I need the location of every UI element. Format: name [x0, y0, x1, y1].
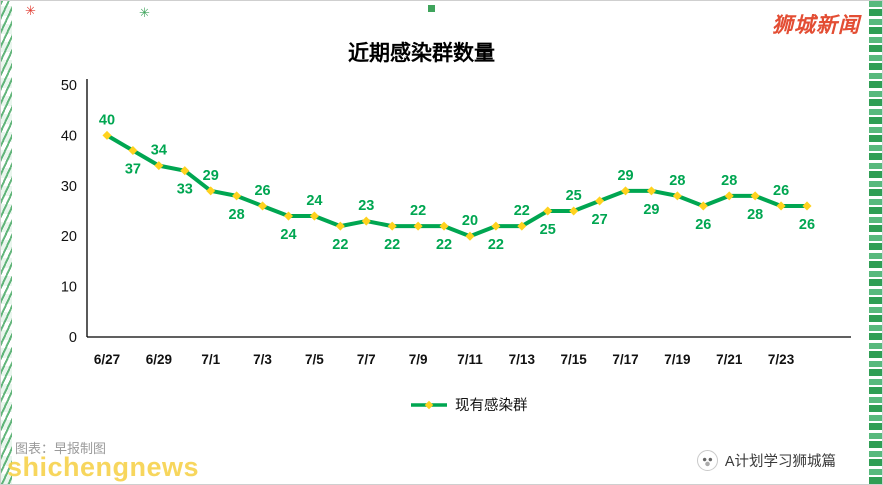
data-point-label: 23	[358, 198, 374, 214]
data-point-marker	[206, 186, 216, 196]
watermark: shichengnews	[7, 452, 200, 482]
x-tick-label: 7/15	[561, 352, 588, 367]
data-point-marker	[232, 191, 242, 201]
y-tick-label: 10	[61, 280, 77, 296]
x-tick-label: 7/7	[357, 352, 376, 367]
data-point-label: 26	[695, 217, 711, 233]
data-point-marker	[491, 221, 501, 231]
data-point-label: 40	[99, 112, 115, 128]
data-point-label: 37	[125, 162, 141, 178]
data-point-label: 22	[410, 203, 426, 219]
x-tick-label: 7/13	[509, 352, 536, 367]
data-point-label: 29	[617, 168, 633, 184]
data-point-label: 26	[773, 183, 789, 199]
chart-credit: 图表：早报制图	[15, 441, 107, 456]
data-point-marker	[413, 221, 423, 231]
chart-title: 近期感染群数量	[348, 42, 495, 65]
data-point-label: 20	[462, 213, 478, 229]
legend-marker-icon	[424, 400, 434, 410]
data-point-marker	[802, 201, 812, 211]
account-name: A计划学习狮城篇	[724, 454, 836, 470]
y-tick-label: 50	[61, 78, 77, 94]
x-tick-label: 7/19	[664, 352, 690, 367]
data-point-label: 26	[254, 183, 270, 199]
data-point-label: 34	[151, 143, 167, 159]
x-tick-label: 7/21	[716, 352, 743, 367]
y-tick-label: 0	[69, 330, 77, 346]
data-point-label: 33	[177, 182, 193, 198]
data-point-label: 24	[306, 193, 322, 209]
data-point-label: 26	[799, 217, 815, 233]
data-point-label: 22	[514, 203, 530, 219]
data-point-label: 24	[280, 227, 296, 243]
data-point-label: 28	[721, 173, 737, 189]
y-tick-label: 20	[61, 229, 77, 245]
data-point-label: 22	[436, 237, 452, 253]
y-tick-label: 30	[61, 179, 77, 195]
account-avatar-icon	[696, 450, 718, 471]
x-tick-label: 7/23	[768, 352, 795, 367]
square-decoration	[428, 5, 435, 12]
data-point-label: 25	[566, 188, 582, 204]
x-tick-label: 6/29	[146, 352, 172, 367]
snowflake-icon: ✳	[25, 3, 36, 18]
x-tick-label: 7/1	[201, 352, 220, 367]
x-tick-label: 7/3	[253, 352, 272, 367]
data-point-marker	[620, 186, 631, 196]
data-point-marker	[361, 216, 371, 226]
data-point-label: 27	[592, 212, 608, 228]
right-border-decoration	[869, 1, 882, 484]
x-tick-label: 7/5	[305, 352, 324, 367]
data-point-label: 25	[540, 222, 556, 238]
data-point-label: 28	[669, 173, 685, 189]
x-tick-label: 7/9	[409, 352, 428, 367]
data-point-label: 28	[229, 207, 245, 223]
data-point-label: 29	[643, 202, 659, 218]
snowflake-icon: ✳	[139, 5, 150, 20]
x-tick-label: 6/27	[94, 352, 120, 367]
data-point-label: 29	[203, 168, 219, 184]
data-point-marker	[646, 186, 656, 196]
account-footer: A计划学习狮城篇	[696, 450, 836, 471]
data-point-label: 22	[384, 237, 400, 253]
legend-label: 现有感染群	[455, 397, 528, 414]
x-tick-label: 7/17	[612, 352, 638, 367]
data-point-marker	[154, 161, 164, 171]
series-line	[105, 133, 809, 239]
left-border-decoration	[1, 1, 12, 484]
brand-logo: 狮城新闻	[772, 12, 860, 37]
data-point-marker	[283, 211, 294, 221]
data-point-label: 22	[488, 237, 504, 253]
data-point-marker	[465, 231, 475, 241]
data-point-label: 22	[332, 237, 348, 253]
infection-clusters-chart: 0 10 20 30 40 50 6/27 6/29 7/1 7/3 7/5 7/7 7/9 7/11 7/…	[61, 78, 851, 414]
x-tick-label: 7/11	[457, 352, 483, 367]
data-point-marker	[387, 221, 397, 231]
data-point-marker	[180, 166, 190, 176]
y-tick-label: 40	[61, 128, 77, 144]
data-point-label: 28	[747, 207, 763, 223]
